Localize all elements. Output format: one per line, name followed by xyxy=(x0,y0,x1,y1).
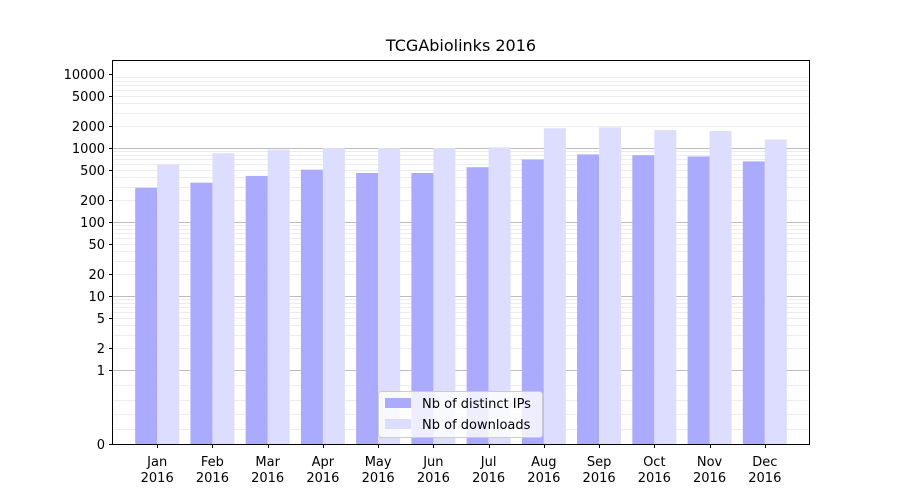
bar-distinct-ips xyxy=(466,167,489,444)
x-tick-label-month: Mar xyxy=(255,455,280,470)
x-tick-label-month: Jan xyxy=(146,455,167,470)
x-tick-label-month: Oct xyxy=(643,455,665,470)
x-tick-label-month: Apr xyxy=(312,455,335,470)
x-tick-label-month: Jun xyxy=(422,455,443,470)
x-tick-label-month: Jul xyxy=(480,455,497,470)
legend-box xyxy=(378,391,543,438)
x-tick-label-month: Feb xyxy=(201,455,224,470)
y-tick-label: 10 xyxy=(88,290,105,305)
legend-label-downloads: Nb of downloads xyxy=(422,418,531,433)
chart-title: TCGAbiolinks 2016 xyxy=(385,36,536,55)
bar-downloads xyxy=(212,153,235,445)
y-tick-label: 5 xyxy=(97,312,105,327)
x-tick-label-month: Dec xyxy=(752,455,777,470)
x-tick-label-year: 2016 xyxy=(693,471,726,486)
bar-distinct-ips xyxy=(245,175,268,445)
bar-downloads xyxy=(488,147,511,445)
x-tick-label-year: 2016 xyxy=(362,471,395,486)
bar-distinct-ips xyxy=(742,161,765,444)
x-tick-label-year: 2016 xyxy=(638,471,671,486)
x-tick-label-year: 2016 xyxy=(472,471,505,486)
bar-distinct-ips xyxy=(300,169,323,444)
y-axis: 0 1 2 5 10 20 50 100 200 500 1000 2000 5000 10000 xyxy=(64,68,113,453)
legend-swatch-downloads xyxy=(385,419,411,429)
x-tick-label-year: 2016 xyxy=(196,471,229,486)
bar-downloads xyxy=(709,130,732,444)
y-tick-label: 200 xyxy=(80,194,105,209)
y-tick-label: 1000 xyxy=(72,142,105,157)
x-tick-label-year: 2016 xyxy=(583,471,616,486)
bar-distinct-ips xyxy=(190,182,213,445)
x-tick-label-year: 2016 xyxy=(141,471,174,486)
bar-distinct-ips xyxy=(356,172,379,445)
y-tick-label: 0 xyxy=(97,438,105,453)
y-tick-label: 500 xyxy=(80,164,105,179)
bar-downloads xyxy=(654,130,677,444)
x-axis: Jan2016Feb2016Mar2016Apr2016May2016Jun20… xyxy=(141,444,781,486)
bar-downloads xyxy=(599,127,622,445)
bar-downloads xyxy=(157,164,180,444)
bar-distinct-ips xyxy=(521,159,544,444)
legend-label-distinct-ips: Nb of distinct IPs xyxy=(422,397,531,412)
x-tick-label-month: Nov xyxy=(697,455,723,470)
y-tick-label: 2000 xyxy=(72,120,105,135)
y-tick-label: 2 xyxy=(97,342,105,357)
bar-distinct-ips xyxy=(411,172,434,445)
y-tick-label: 20 xyxy=(88,268,105,283)
legend: Nb of distinct IPs Nb of downloads xyxy=(378,391,543,438)
x-tick-label-month: Aug xyxy=(531,455,556,470)
y-tick-label: 1 xyxy=(97,364,105,379)
x-tick-label-year: 2016 xyxy=(527,471,560,486)
bar-distinct-ips xyxy=(632,155,655,445)
bar-distinct-ips xyxy=(577,154,600,444)
bar-downloads xyxy=(543,128,566,444)
bar-downloads xyxy=(764,139,787,444)
x-tick-label-month: May xyxy=(365,455,392,470)
plot-frame xyxy=(112,60,810,445)
bar-downloads xyxy=(322,148,345,445)
x-tick-label-year: 2016 xyxy=(417,471,450,486)
x-tick-label-year: 2016 xyxy=(748,471,781,486)
bars-layer xyxy=(135,127,787,445)
y-tick-label: 5000 xyxy=(72,90,105,105)
bar-downloads xyxy=(433,148,456,445)
x-tick-label-month: Sep xyxy=(587,455,612,470)
bar-distinct-ips xyxy=(135,187,158,445)
x-tick-label-year: 2016 xyxy=(306,471,339,486)
y-tick-label: 50 xyxy=(88,238,105,253)
bar-downloads xyxy=(267,149,290,444)
x-tick-label-year: 2016 xyxy=(251,471,284,486)
y-tick-label: 10000 xyxy=(64,68,105,83)
bar-downloads xyxy=(378,148,401,445)
y-tick-label: 100 xyxy=(80,216,105,231)
legend-swatch-distinct-ips xyxy=(385,398,411,408)
bar-distinct-ips xyxy=(687,156,710,444)
